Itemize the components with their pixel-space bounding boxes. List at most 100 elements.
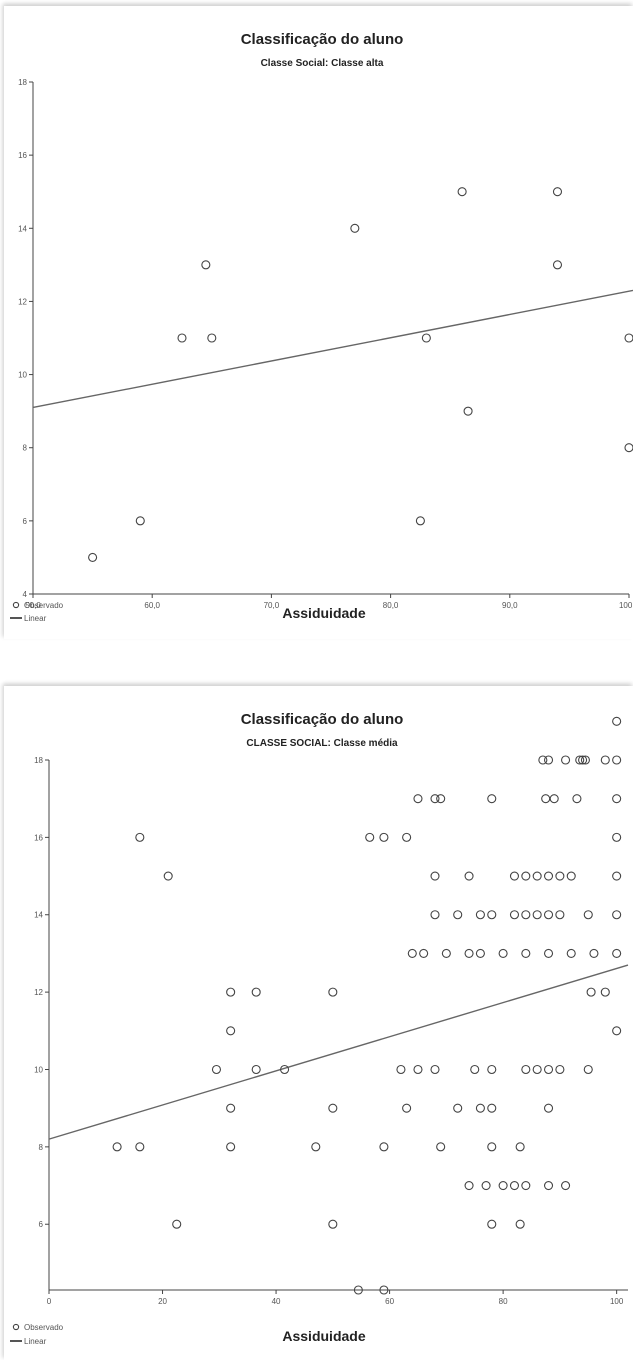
data-point <box>475 910 485 920</box>
data-point <box>421 333 431 343</box>
x-axis-label: Assiduidade <box>282 605 365 621</box>
data-point <box>543 948 554 958</box>
data-point <box>612 716 622 726</box>
data-point <box>612 794 622 804</box>
data-point <box>453 910 463 920</box>
data-point <box>487 794 497 804</box>
data-point <box>509 910 520 920</box>
data-point <box>487 1064 497 1075</box>
x-tick-label: 80,0 <box>383 601 399 610</box>
data-point <box>251 1064 261 1075</box>
data-point <box>549 794 559 804</box>
data-point <box>135 516 145 526</box>
data-point <box>311 1142 321 1152</box>
data-point <box>135 1142 145 1152</box>
data-point <box>402 1103 412 1113</box>
data-point <box>328 1103 338 1113</box>
y-tick-label: 14 <box>18 224 27 233</box>
x-tick-label: 0 <box>47 1297 52 1306</box>
data-point <box>509 1180 520 1191</box>
data-point <box>612 832 622 842</box>
scatter-chart-classe-media: Classificação do aluno CLASSE SOCIAL: Cl… <box>10 711 629 1346</box>
data-point <box>612 948 622 958</box>
data-point <box>572 794 582 804</box>
data-point <box>211 1064 222 1075</box>
data-point <box>463 406 473 416</box>
y-tick-label: 8 <box>39 1143 44 1152</box>
data-point <box>163 871 173 881</box>
points-layer <box>88 187 633 562</box>
legend: Observado Linear <box>10 601 64 623</box>
data-point <box>521 1064 531 1075</box>
data-point <box>464 1180 474 1191</box>
data-point <box>543 871 554 881</box>
data-point <box>201 260 211 270</box>
y-tick-label: 6 <box>23 517 28 526</box>
data-point <box>538 755 548 765</box>
data-point <box>172 1219 182 1229</box>
data-point <box>543 755 554 765</box>
data-point <box>552 187 563 197</box>
data-point <box>498 948 508 958</box>
data-point <box>226 1103 236 1113</box>
data-point <box>521 948 531 958</box>
data-point <box>580 755 590 765</box>
data-point <box>521 910 531 920</box>
linear-fit-layer <box>32 289 633 409</box>
chart-panel-classe-media: Classificação do aluno CLASSE SOCIAL: Cl… <box>4 686 633 1360</box>
data-point <box>543 1103 554 1113</box>
data-point <box>555 1064 565 1075</box>
data-point <box>226 1142 236 1152</box>
data-point <box>532 1064 542 1075</box>
points-layer <box>112 716 622 1295</box>
data-point <box>396 1064 406 1075</box>
legend: Observado Linear <box>10 1323 64 1346</box>
data-point <box>379 832 389 842</box>
data-point <box>532 871 542 881</box>
data-point <box>481 1180 491 1191</box>
chart-subtitle: CLASSE SOCIAL: Classe média <box>246 738 398 749</box>
data-point <box>177 333 187 343</box>
data-point <box>226 987 236 997</box>
legend-label-observed: Observado <box>24 601 64 610</box>
data-point <box>555 871 565 881</box>
data-point <box>430 1064 440 1075</box>
data-point <box>543 910 554 920</box>
data-point <box>600 755 610 765</box>
data-point <box>521 871 531 881</box>
data-point <box>612 755 622 765</box>
x-tick-label: 60,0 <box>144 601 160 610</box>
legend-marker-observed <box>12 601 20 609</box>
y-tick-label: 12 <box>34 988 43 997</box>
legend-marker-observed <box>12 1323 20 1331</box>
legend-label-linear: Linear <box>24 1337 47 1346</box>
scatter-chart-classe-alta: Classificação do aluno Classe Social: Cl… <box>10 31 633 623</box>
linear-fit-layer <box>48 964 629 1140</box>
data-point <box>561 1180 571 1191</box>
data-point <box>515 1142 525 1152</box>
x-tick-label: 70,0 <box>264 601 280 610</box>
linear-fit-line <box>32 289 633 409</box>
data-point <box>541 794 551 804</box>
y-tick-label: 6 <box>39 1220 44 1229</box>
data-point <box>487 1219 497 1229</box>
data-point <box>328 987 338 997</box>
data-point <box>487 1103 497 1113</box>
data-point <box>464 948 474 958</box>
data-point <box>532 910 542 920</box>
x-tick-label: 100 <box>610 1297 624 1306</box>
data-point <box>441 948 451 958</box>
data-point <box>566 871 576 881</box>
data-point <box>578 755 588 765</box>
y-tick-label: 4 <box>23 590 28 599</box>
data-point <box>498 1180 508 1191</box>
data-point <box>226 1026 236 1036</box>
data-point <box>589 948 599 958</box>
data-point <box>464 871 474 881</box>
y-tick-label: 16 <box>18 151 27 160</box>
y-tick-label: 10 <box>18 371 27 380</box>
data-point <box>453 1103 463 1113</box>
data-point <box>487 1142 497 1152</box>
axes: 18 16 14 12 10 8 6 4 50,0 60,0 70,0 80,0 90,0 100,0 <box>18 78 633 610</box>
data-point <box>430 871 440 881</box>
